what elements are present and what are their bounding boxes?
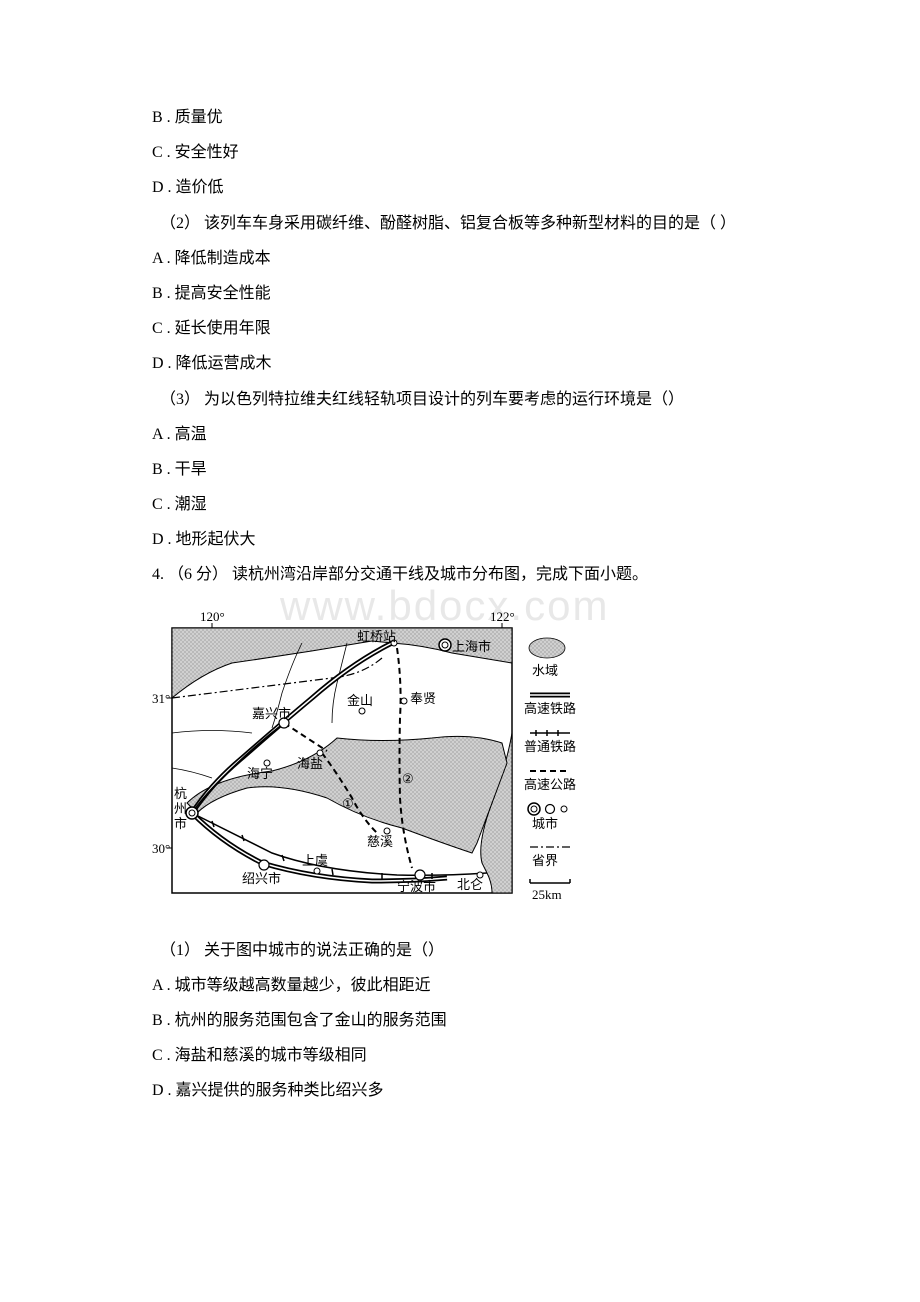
q4-sub1: （1） 关于图中城市的说法正确的是（） [120, 933, 800, 968]
city-hangzhou-2: 州 [174, 801, 187, 816]
q2-option-b: B . 提高安全性能 [120, 276, 800, 311]
legend-city: 城市 [532, 816, 558, 831]
legend-hsr: 高速铁路 [524, 701, 576, 716]
legend-water: 水域 [532, 663, 558, 678]
hangzhou-bay-map: 上海市 虹桥站 金山 奉贤 嘉兴市 海宁 海盐 杭 州 市 绍兴市 上虞 慈溪 … [152, 603, 612, 923]
legend: 水域 高速铁路 普通铁路 高速公路 城市 省界 25km [524, 638, 576, 902]
q4-option-d: D . 嘉兴提供的服务种类比绍兴多 [120, 1073, 800, 1108]
legend-scale: 25km [532, 887, 562, 902]
q2-option-c: C . 延长使用年限 [120, 311, 800, 346]
coord-122: 122° [490, 609, 515, 624]
q3-option-b: B . 干旱 [120, 452, 800, 487]
city-haiyan: 海盐 [297, 756, 323, 771]
option-c-prev: C . 安全性好 [120, 135, 800, 170]
city-fengxian: 奉贤 [410, 691, 436, 706]
coord-31: 31° [152, 691, 170, 706]
map-figure: 上海市 虹桥站 金山 奉贤 嘉兴市 海宁 海盐 杭 州 市 绍兴市 上虞 慈溪 … [152, 603, 612, 923]
q2-option-d: D . 降低运营成木 [120, 346, 800, 381]
city-jiaxing: 嘉兴市 [252, 706, 291, 721]
legend-highway: 高速公路 [524, 777, 576, 792]
legend-rail: 普通铁路 [524, 739, 576, 754]
city-hangzhou-3: 市 [174, 816, 187, 831]
legend-province: 省界 [532, 853, 558, 868]
city-hangzhou-1: 杭 [174, 786, 187, 801]
q3-option-d: D . 地形起伏大 [120, 522, 800, 557]
q4-option-b: B . 杭州的服务范围包含了金山的服务范围 [120, 1003, 800, 1038]
marker-2: ② [402, 771, 414, 786]
coord-30: 30° [152, 841, 170, 856]
option-b-prev: B . 质量优 [120, 100, 800, 135]
city-shaoxing: 绍兴市 [242, 871, 281, 886]
coord-120: 120° [200, 609, 225, 624]
q4-option-a: A . 城市等级越高数量越少，彼此相距近 [120, 968, 800, 1003]
city-shanghai: 上海市 [452, 639, 491, 654]
marker-1: ① [342, 796, 354, 811]
q3-option-a: A . 高温 [120, 417, 800, 452]
city-haining: 海宁 [247, 766, 273, 781]
city-hongqiao: 虹桥站 [357, 629, 396, 644]
city-cixi: 慈溪 [367, 834, 393, 849]
q2-stem: （2） 该列车车身采用碳纤维、酚醛树脂、铝复合板等多种新型材料的目的是（ ） [120, 206, 800, 241]
city-jinshan: 金山 [347, 693, 373, 708]
q3-option-c: C . 潮湿 [120, 487, 800, 522]
city-beilun: 北仑 [457, 877, 483, 892]
city-ningbo: 宁波市 [397, 879, 436, 894]
q3-stem: （3） 为以色列特拉维夫红线轻轨项目设计的列车要考虑的运行环境是（） [120, 382, 800, 417]
q4-option-c: C . 海盐和慈溪的城市等级相同 [120, 1038, 800, 1073]
q4-stem: 4. （6 分） 读杭州湾沿岸部分交通干线及城市分布图，完成下面小题。 [120, 557, 800, 592]
q2-option-a: A . 降低制造成本 [120, 241, 800, 276]
city-shangyu: 上虞 [302, 853, 328, 868]
option-d-prev: D . 造价低 [120, 170, 800, 205]
